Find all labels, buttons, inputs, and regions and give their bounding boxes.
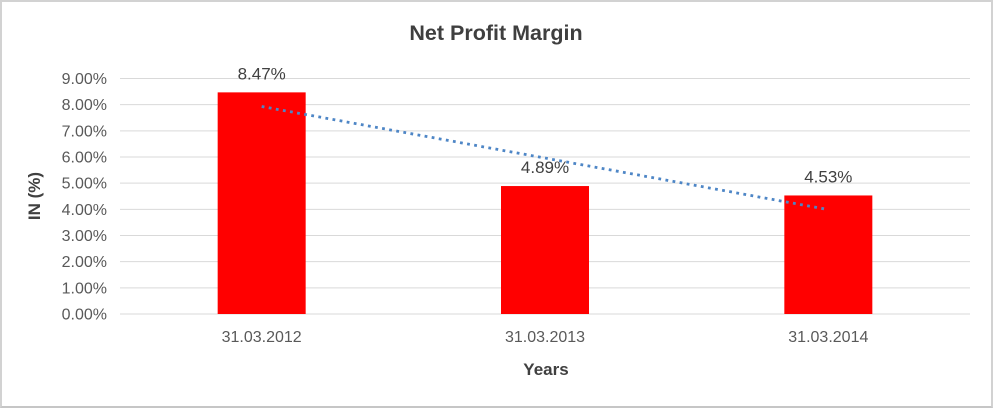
x-tick-label: 31.03.2012 (222, 329, 302, 346)
trendline-group (261, 105, 829, 211)
y-tick-label: 6.00% (62, 150, 107, 167)
y-tick-label: 0.00% (62, 307, 107, 324)
y-tick-label: 3.00% (62, 228, 107, 245)
bar (784, 195, 873, 314)
y-axis-tick-labels: 0.00% 1.00% 2.00% 3.00% 4.00% 5.00% 6.00% 7.00%… (62, 71, 107, 324)
y-tick-label: 1.00% (62, 280, 107, 297)
y-axis-title: IN (%) (25, 172, 44, 220)
y-tick-label: 7.00% (62, 123, 107, 140)
bar-data-labels: 8.47% 4.89% 4.53% (238, 64, 853, 186)
x-tick-label: 31.03.2013 (505, 329, 585, 346)
x-axis-tick-labels: 31.03.2012 31.03.2013 31.03.2014 (222, 329, 869, 346)
x-axis-title: Years (523, 360, 568, 379)
y-tick-label: 8.00% (62, 97, 107, 114)
x-tick-label: 31.03.2014 (788, 329, 868, 346)
trendline (261, 105, 829, 211)
y-tick-label: 5.00% (62, 176, 107, 193)
bar (501, 186, 589, 314)
y-tick-label: 4.00% (62, 202, 107, 219)
bar (217, 92, 306, 314)
bar-data-label: 4.53% (804, 167, 852, 186)
y-tick-label: 2.00% (62, 254, 107, 271)
bar-data-label: 4.89% (521, 158, 569, 177)
bar-series (217, 92, 873, 314)
y-tick-label: 9.00% (62, 71, 107, 88)
chart-title: Net Profit Margin (409, 21, 582, 45)
bar-data-label: 8.47% (238, 64, 286, 83)
